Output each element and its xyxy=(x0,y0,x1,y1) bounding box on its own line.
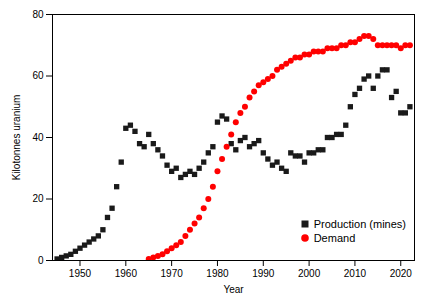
svg-text:20: 20 xyxy=(32,193,44,204)
svg-text:1950: 1950 xyxy=(69,268,92,279)
svg-text:1960: 1960 xyxy=(115,268,138,279)
svg-text:40: 40 xyxy=(32,132,44,143)
svg-text:0: 0 xyxy=(38,255,44,266)
svg-text:80: 80 xyxy=(32,9,44,20)
html-text:Production (mines): Production (mines) xyxy=(313,218,406,230)
svg-text:Kilotonnes uranium: Kilotonnes uranium xyxy=(11,95,22,181)
svg-text:1980: 1980 xyxy=(206,268,229,279)
svg-text:1970: 1970 xyxy=(161,268,184,279)
svg-text:2010: 2010 xyxy=(344,268,367,279)
svg-text:2000: 2000 xyxy=(298,268,321,279)
svg-text:Year: Year xyxy=(223,284,244,295)
html-text:Demand: Demand xyxy=(313,232,356,244)
svg-text:1990: 1990 xyxy=(252,268,275,279)
svg-text:2020: 2020 xyxy=(390,268,413,279)
svg-text:60: 60 xyxy=(32,70,44,81)
